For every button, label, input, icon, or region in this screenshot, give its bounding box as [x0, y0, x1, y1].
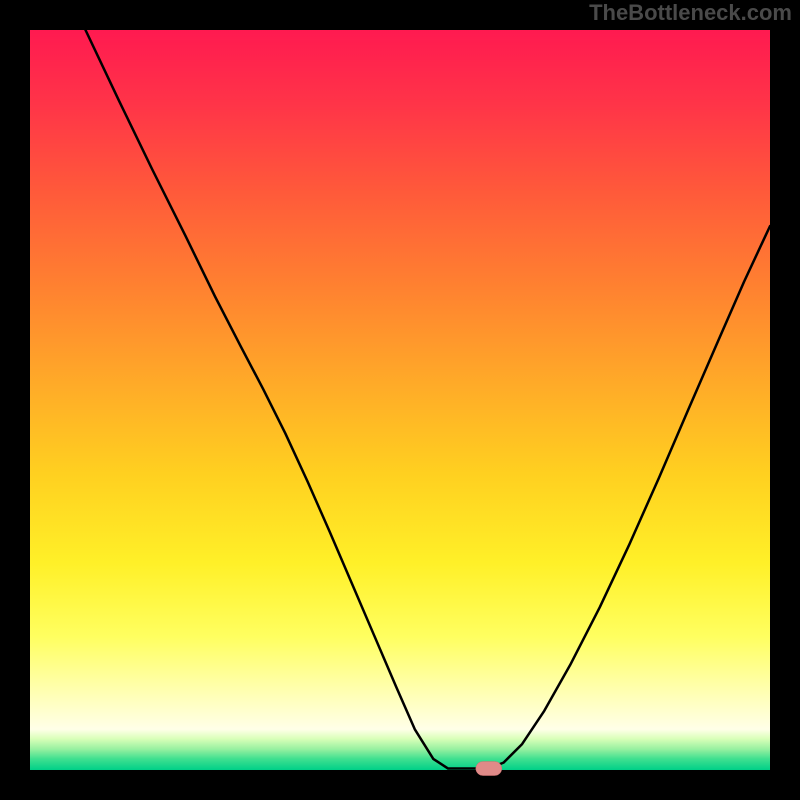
bottleneck-chart [0, 0, 800, 800]
gradient-background [30, 30, 770, 770]
optimum-marker [476, 762, 502, 776]
chart-container: TheBottleneck.com [0, 0, 800, 800]
watermark-text: TheBottleneck.com [589, 0, 792, 26]
